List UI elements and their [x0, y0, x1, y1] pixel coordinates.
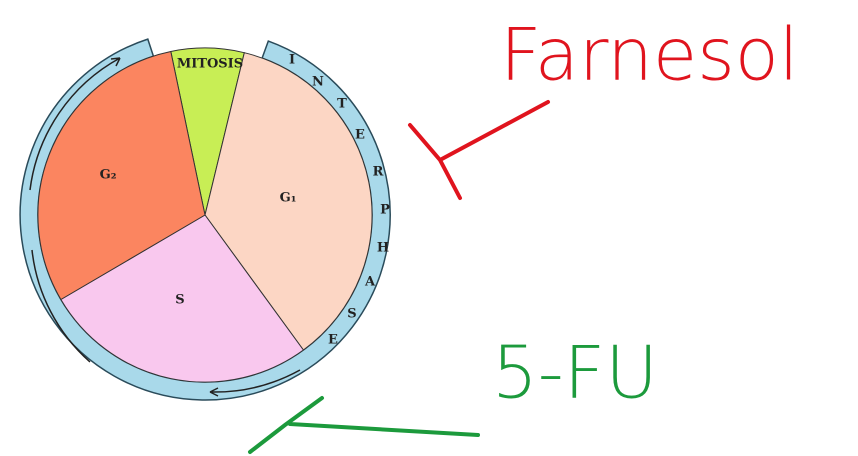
g2-label: G₂ [100, 168, 117, 183]
ring-letter: E [328, 333, 338, 348]
ring-letter: A [364, 275, 376, 290]
ring-letter: E [355, 128, 365, 143]
g1-label: G₁ [280, 191, 297, 206]
page: MITOSIS G₂ G₁ S INTERPHASE Farnesol 5-FU [0, 0, 858, 456]
ring-letter: P [380, 203, 390, 218]
green-arrow [250, 398, 478, 452]
ring-letter: T [337, 97, 347, 112]
farnesol-text: Farnesol [500, 13, 799, 97]
s-label: S [175, 293, 184, 308]
5fu-text: 5-FU [492, 331, 658, 415]
mitosis-label: MITOSIS [177, 57, 243, 72]
ring-letter: S [347, 307, 356, 322]
ring-letter: H [377, 241, 389, 256]
ring-letter: R [373, 165, 384, 180]
red-arrow [410, 102, 548, 198]
ring-letter: I [289, 53, 295, 68]
red-annotation: Farnesol [410, 13, 799, 199]
ring-letter: N [312, 75, 324, 90]
